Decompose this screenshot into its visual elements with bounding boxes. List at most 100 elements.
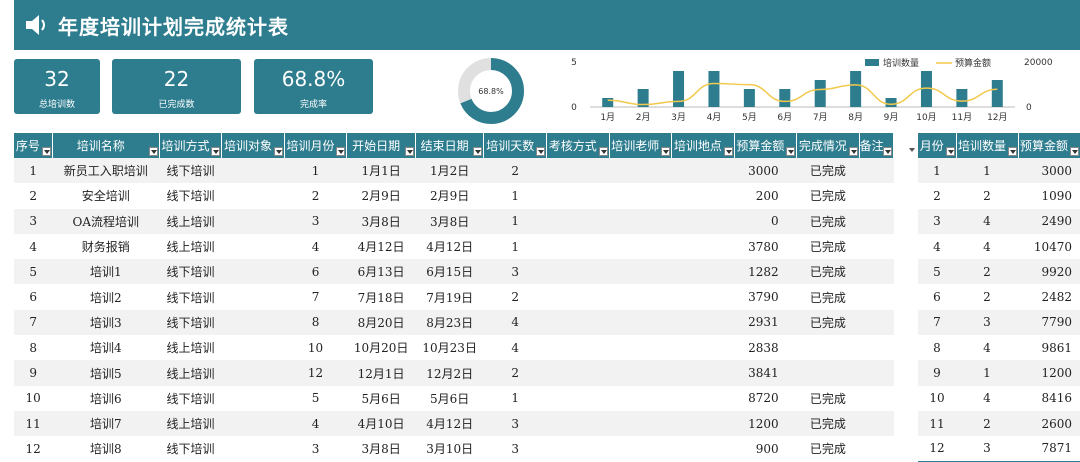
filter-dropdown-icon[interactable] bbox=[473, 147, 483, 156]
main-cell bbox=[671, 284, 735, 310]
kpi-total: 32 总培训数 bbox=[14, 59, 100, 114]
main-cell: 已完成 bbox=[796, 158, 860, 184]
x-tick-label: 10月 bbox=[916, 112, 936, 123]
main-cell bbox=[221, 233, 285, 260]
main-header-10: 培训地点 bbox=[671, 133, 735, 158]
summary-row: 1 1 3000 bbox=[918, 158, 1080, 184]
filter-dropdown-icon[interactable] bbox=[848, 147, 858, 156]
summary-row: 8 4 9861 bbox=[918, 335, 1080, 361]
x-tick-label: 8月 bbox=[848, 112, 863, 123]
main-cell: 10 bbox=[14, 385, 53, 411]
title-bar: 年度培训计划完成统计表 bbox=[14, 0, 1080, 50]
summary-cell: 10 bbox=[918, 385, 956, 411]
summary-row: 11 2 2600 bbox=[918, 410, 1080, 437]
main-cell: 线下培训 bbox=[159, 385, 222, 411]
filter-dropdown-icon[interactable] bbox=[336, 147, 346, 156]
main-row: 3 OA流程培训 线上培训 3 3月8日 3月8日 1 0 已完成 bbox=[14, 208, 894, 234]
completion-donut-chart: 68.8% bbox=[458, 58, 524, 124]
filter-dropdown-icon[interactable] bbox=[211, 147, 221, 156]
summary-cell: 7 bbox=[918, 309, 956, 336]
summary-cell: 2490 bbox=[1018, 208, 1080, 234]
main-cell: 3 bbox=[483, 259, 547, 285]
filter-arrow-icon[interactable] bbox=[909, 148, 915, 152]
main-cell bbox=[221, 436, 285, 462]
x-tick-label: 2月 bbox=[636, 112, 651, 123]
summary-cell: 6 bbox=[918, 284, 956, 310]
kpi-total-label: 总培训数 bbox=[38, 100, 75, 110]
x-tick-label: 6月 bbox=[777, 112, 792, 123]
main-cell: 1月1日 bbox=[346, 158, 416, 184]
main-cell bbox=[671, 309, 735, 336]
x-tick-label: 3月 bbox=[671, 112, 686, 123]
main-cell bbox=[609, 259, 672, 285]
summary-cell: 2 bbox=[956, 183, 1018, 209]
filter-dropdown-icon[interactable] bbox=[883, 147, 892, 156]
bar-training-count bbox=[708, 71, 720, 107]
main-cell: 安全培训 bbox=[52, 183, 160, 209]
summary-cell: 5 bbox=[918, 259, 956, 285]
summary-cell: 1 bbox=[956, 158, 1018, 184]
main-cell bbox=[609, 233, 672, 260]
main-cell bbox=[859, 309, 894, 336]
filter-dropdown-icon[interactable] bbox=[1069, 147, 1079, 156]
summary-cell: 3 bbox=[956, 436, 1018, 462]
main-cell bbox=[221, 309, 285, 336]
main-cell bbox=[859, 183, 894, 209]
main-cell: 1 bbox=[284, 158, 347, 184]
filter-dropdown-icon[interactable] bbox=[273, 147, 283, 156]
bar-training-count bbox=[779, 89, 791, 107]
kpi-rate-value: 68.8% bbox=[281, 67, 346, 91]
filter-dropdown-icon[interactable] bbox=[661, 147, 671, 156]
bar-training-count bbox=[920, 71, 932, 107]
main-cell bbox=[671, 259, 735, 285]
main-cell bbox=[546, 284, 610, 310]
main-cell bbox=[671, 360, 735, 386]
main-cell bbox=[609, 436, 672, 462]
filter-dropdown-icon[interactable] bbox=[404, 147, 414, 156]
main-cell: 培训5 bbox=[52, 360, 160, 386]
summary-cell: 2482 bbox=[1018, 284, 1080, 310]
filter-dropdown-icon[interactable] bbox=[723, 147, 733, 156]
main-header-label: 培训地点 bbox=[673, 139, 722, 153]
main-cell: 已完成 bbox=[796, 436, 860, 462]
main-cell: 11 bbox=[14, 410, 53, 437]
main-cell: 1 bbox=[483, 208, 547, 234]
filter-dropdown-icon[interactable] bbox=[536, 147, 545, 156]
main-cell: 12 bbox=[14, 436, 53, 462]
main-cell bbox=[609, 208, 672, 234]
main-cell: 已完成 bbox=[796, 259, 860, 285]
filter-dropdown-icon[interactable] bbox=[41, 147, 51, 156]
main-cell: 培训7 bbox=[52, 410, 160, 437]
main-cell: 7 bbox=[284, 284, 347, 310]
main-cell: 6 bbox=[14, 284, 53, 310]
page-title: 年度培训计划完成统计表 bbox=[58, 14, 289, 39]
main-cell: 线下培训 bbox=[159, 158, 222, 184]
main-cell bbox=[609, 410, 672, 437]
main-cell: 8720 bbox=[734, 385, 797, 411]
training-plan-table: 序号 培训名称 培训方式 培训对象 培训月份 开始日期 结束日期 培训天数 考核方式 培训老师 培训… bbox=[14, 133, 895, 462]
summary-row: 9 1 1200 bbox=[918, 360, 1080, 386]
summary-cell: 8 bbox=[918, 335, 956, 361]
main-cell: 线上培训 bbox=[159, 360, 222, 386]
main-cell: 10月20日 bbox=[346, 335, 416, 361]
main-cell bbox=[609, 158, 672, 184]
main-cell bbox=[671, 410, 735, 437]
filter-dropdown-icon[interactable] bbox=[148, 147, 158, 156]
main-cell: 6月13日 bbox=[346, 259, 416, 285]
filter-dropdown-icon[interactable] bbox=[786, 147, 796, 156]
summary-header-label: 月份 bbox=[919, 139, 944, 153]
bar-training-count bbox=[673, 71, 685, 107]
filter-dropdown-icon[interactable] bbox=[1007, 147, 1017, 156]
main-cell: 4月10日 bbox=[346, 410, 416, 437]
filter-dropdown-icon[interactable] bbox=[945, 147, 955, 156]
x-tick-label: 1月 bbox=[600, 112, 615, 123]
main-cell: 3000 bbox=[734, 158, 797, 184]
main-header-label: 考核方式 bbox=[548, 139, 597, 153]
main-header-5: 开始日期 bbox=[346, 133, 416, 158]
main-row: 10 培训6 线下培训 5 5月6日 5月6日 1 8720 已完成 bbox=[14, 385, 894, 411]
main-header-label: 培训天数 bbox=[486, 139, 535, 153]
filter-dropdown-icon[interactable] bbox=[598, 147, 608, 156]
main-cell: 4 bbox=[284, 410, 347, 437]
main-cell: 4 bbox=[483, 335, 547, 361]
main-cell: 5月6日 bbox=[346, 385, 416, 411]
